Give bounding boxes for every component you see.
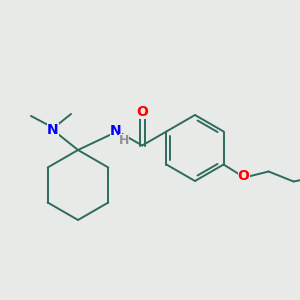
Text: N: N [110,124,122,137]
Text: O: O [238,169,250,184]
Text: O: O [136,104,148,118]
Text: N: N [47,123,59,137]
Text: H: H [119,134,129,147]
